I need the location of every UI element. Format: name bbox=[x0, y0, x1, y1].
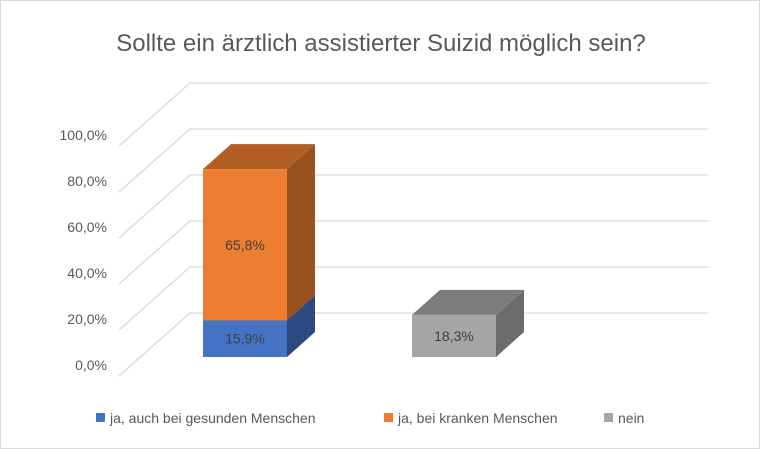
bar-side bbox=[496, 289, 524, 357]
gridline bbox=[118, 128, 708, 193]
bar-top bbox=[203, 144, 315, 170]
gridline bbox=[118, 82, 708, 147]
data-label: 65,8% bbox=[225, 237, 265, 253]
y-tick-label: 40,0% bbox=[67, 265, 107, 281]
y-tick-label: 80,0% bbox=[67, 173, 107, 189]
y-tick-label: 100,0% bbox=[60, 127, 107, 143]
bar bbox=[203, 320, 287, 357]
bar bbox=[203, 169, 287, 321]
bar bbox=[412, 314, 496, 357]
legend-label: ja, auch bei gesunden Menschen bbox=[109, 410, 315, 426]
bar-side bbox=[287, 295, 315, 357]
legend-label: nein bbox=[618, 410, 644, 426]
bar-top bbox=[412, 289, 524, 315]
gridline bbox=[118, 174, 708, 239]
legend-marker bbox=[384, 413, 393, 422]
gridline bbox=[118, 312, 708, 377]
gridline bbox=[118, 220, 708, 285]
chart-title: Sollte ein ärztlich assistierter Suizid … bbox=[116, 30, 646, 57]
legend-marker bbox=[604, 413, 613, 422]
y-tick-label: 0,0% bbox=[75, 357, 107, 373]
data-label: 18,3% bbox=[434, 328, 474, 344]
legend-marker bbox=[96, 413, 105, 422]
bar-side bbox=[287, 144, 315, 321]
y-tick-label: 60,0% bbox=[67, 219, 107, 235]
gridline bbox=[118, 266, 708, 331]
data-label: 15,9% bbox=[225, 331, 265, 347]
y-tick-label: 20,0% bbox=[67, 311, 107, 327]
legend-label: ja, bei kranken Menschen bbox=[397, 410, 558, 426]
